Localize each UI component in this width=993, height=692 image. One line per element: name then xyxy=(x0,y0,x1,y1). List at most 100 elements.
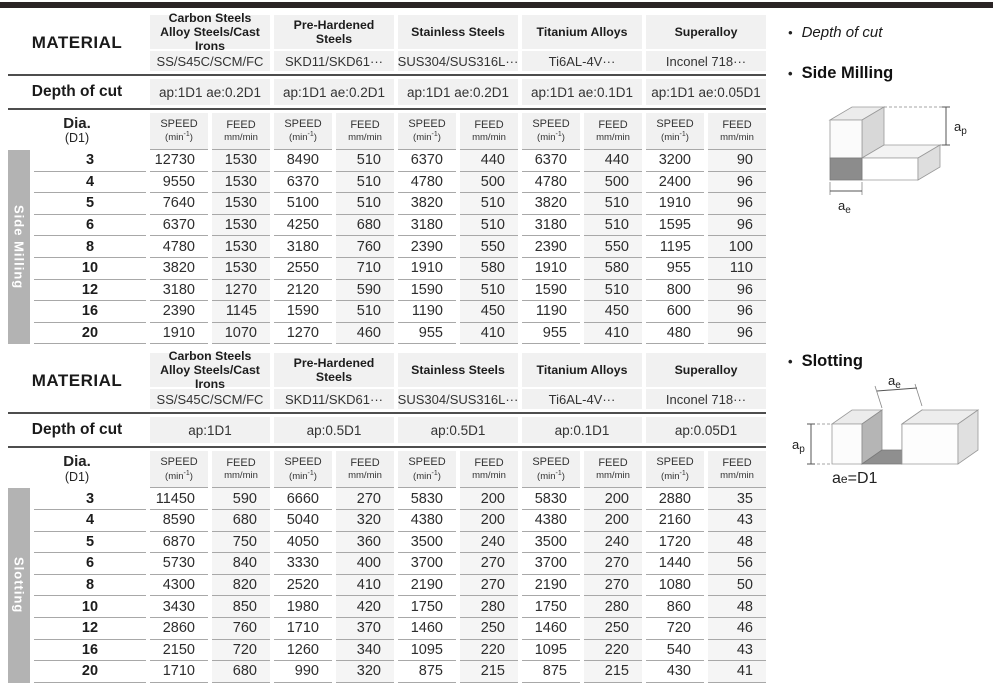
speed-value-cell: 4780 xyxy=(150,236,208,258)
speed-value-cell: 6870 xyxy=(150,531,208,554)
feed-value-cell: 250 xyxy=(460,617,518,640)
feed-header-unit: mm/min xyxy=(720,131,754,143)
feed-value-cell: 215 xyxy=(460,661,518,683)
feed-value-cell: 48 xyxy=(708,596,766,618)
material-group-name: Stainless Steels xyxy=(398,353,518,388)
feed-header-label: FEED xyxy=(722,118,752,131)
speed-value-cell: 2190 xyxy=(398,574,456,597)
depth-of-cut-row: Depth of cut ap:1D1 ae:0.2D1 ap:1D1 ae:0.… xyxy=(8,79,766,105)
feed-header-cell: FEED mm/min xyxy=(708,113,766,150)
depth-values-row: ap:1D1 ap:0.5D1 ap:0.5D1 ap:0.1D1 ap:0.05D1 xyxy=(150,417,766,444)
dia-value-cell: 8 xyxy=(34,575,146,597)
depth-of-cut-text: Depth of cut xyxy=(801,24,883,41)
speed-header-label: SPEED xyxy=(532,456,570,469)
bullet-icon: • xyxy=(788,354,793,369)
speed-value-cell: 1590 xyxy=(522,279,580,302)
milled-face-shaded xyxy=(829,157,863,181)
speed-value-cell: 430 xyxy=(646,661,704,683)
speed-unit-post: ) xyxy=(685,470,689,482)
feed-header-label: FEED xyxy=(722,457,752,470)
speed-value-cell: 4780 xyxy=(398,171,456,194)
side-milling-diagram: ap ae xyxy=(828,106,967,216)
speed-value-cell: 480 xyxy=(646,322,704,345)
dia-value-cell: 16 xyxy=(34,301,146,323)
feed-header-unit: mm/min xyxy=(224,470,258,482)
material-group-examples-row: SS/S45C/SCM/FC SKD11/SKD61··· SUS304/SUS31… xyxy=(150,51,766,71)
dia-value-cell: 5 xyxy=(34,532,146,554)
speed-value-cell: 3180 xyxy=(522,214,580,237)
speed-value-cell: 1720 xyxy=(646,531,704,554)
speed-value-cell: 3330 xyxy=(274,553,332,575)
feed-value-cell: 450 xyxy=(584,301,642,323)
depth-of-cut-bullet: • Depth of cut xyxy=(788,24,882,41)
material-example-cell: SKD11/SKD61··· xyxy=(274,389,394,410)
speed-header-label: SPEED xyxy=(408,456,446,469)
speed-value-cell: 1595 xyxy=(646,214,704,237)
speed-value-cell: 3500 xyxy=(522,531,580,554)
ap-dimension-label: ap xyxy=(792,437,805,455)
speed-unit-sup: -1 xyxy=(307,469,314,477)
section-tab-label: Slotting xyxy=(11,557,27,614)
speed-header-cell: SPEED (min-1) xyxy=(274,451,332,489)
speed-header-label: SPEED xyxy=(160,456,198,469)
speed-value-cell: 2390 xyxy=(150,301,208,323)
diameter-header-label: Dia. xyxy=(63,453,91,471)
speed-unit-sup: -1 xyxy=(431,131,438,139)
speed-value-cell: 8490 xyxy=(274,150,332,172)
materials-header-row: MATERIAL Carbon Steels Alloy Steels/Cast … xyxy=(8,11,766,71)
feed-header-label: FEED xyxy=(598,457,628,470)
speed-value-cell: 2190 xyxy=(522,574,580,597)
speed-header-unit: (min-1) xyxy=(413,470,441,483)
material-group-name-line: Titanium Alloys xyxy=(536,24,628,39)
feed-value-cell: 96 xyxy=(708,193,766,215)
material-group-name-line: Stainless Steels xyxy=(411,363,505,378)
feed-value-cell: 43 xyxy=(708,509,766,532)
feed-value-cell: 410 xyxy=(336,574,394,597)
feed-header-label: FEED xyxy=(226,118,256,131)
depth-of-cut-panel: • Depth of cut • Side Milling ap ae • Sl… xyxy=(786,18,990,648)
speed-value-cell: 1095 xyxy=(522,639,580,662)
feed-value-cell: 510 xyxy=(460,193,518,215)
feed-value-cell: 270 xyxy=(336,488,394,510)
feed-value-cell: 710 xyxy=(336,257,394,280)
speed-value-cell: 12730 xyxy=(150,150,208,172)
material-group-name-line: Carbon Steels xyxy=(168,349,252,364)
speed-header-label: SPEED xyxy=(284,118,322,131)
section-tab-side-milling: Side Milling xyxy=(8,150,30,345)
feed-value-cell: 410 xyxy=(584,322,642,345)
speed-header-label: SPEED xyxy=(656,456,694,469)
speed-header-cell: SPEED (min-1) xyxy=(522,451,580,489)
feed-header-label: FEED xyxy=(350,118,380,131)
feed-value-cell: 200 xyxy=(460,509,518,532)
feed-value-cell: 750 xyxy=(212,531,270,554)
feed-header-unit: mm/min xyxy=(596,470,630,482)
divider-line xyxy=(8,446,766,449)
material-header-label: MATERIAL xyxy=(8,353,146,410)
divider-line xyxy=(8,74,766,76)
speed-value-cell: 1260 xyxy=(274,639,332,662)
table-row: 12 3180 1270 2120 590 1590 510 1590 510 800 96 xyxy=(34,279,766,302)
dia-value-cell: 20 xyxy=(34,661,146,683)
data-rows-block: Side Milling 3 12730 1530 8490 510 6370 440 637… xyxy=(8,150,766,345)
caption-a: a xyxy=(832,470,841,487)
speed-unit-pre: (min xyxy=(413,470,432,482)
speed-unit-pre: (min xyxy=(537,470,556,482)
diameter-header: Dia. (D1) xyxy=(8,113,146,150)
material-example-cell: SUS304/SUS316L··· xyxy=(398,389,518,410)
feed-value-cell: 96 xyxy=(708,322,766,345)
feed-value-cell: 680 xyxy=(336,214,394,237)
material-group-name-line: Superalloy xyxy=(674,363,738,378)
rows-container: 3 12730 1530 8490 510 6370 440 6370 440 3200 90 4 95… xyxy=(34,150,766,345)
speed-unit-sup: -1 xyxy=(679,469,686,477)
table-row: 8 4300 820 2520 410 2190 270 2190 270 1080 50 xyxy=(34,574,766,597)
feed-value-cell: 510 xyxy=(584,279,642,302)
speed-header-cell: SPEED (min-1) xyxy=(274,113,332,150)
feed-header-label: FEED xyxy=(350,457,380,470)
dia-value-cell: 12 xyxy=(34,618,146,640)
speed-unit-sup: -1 xyxy=(431,469,438,477)
material-group-name-line: Titanium Alloys xyxy=(536,363,628,378)
material-group-names-row: Carbon Steels Alloy Steels/Cast Irons Pre-… xyxy=(150,11,766,53)
material-group-name-line: Alloy Steels/Cast Irons xyxy=(160,363,260,392)
feed-value-cell: 580 xyxy=(584,257,642,280)
feed-header-unit: mm/min xyxy=(224,131,258,143)
